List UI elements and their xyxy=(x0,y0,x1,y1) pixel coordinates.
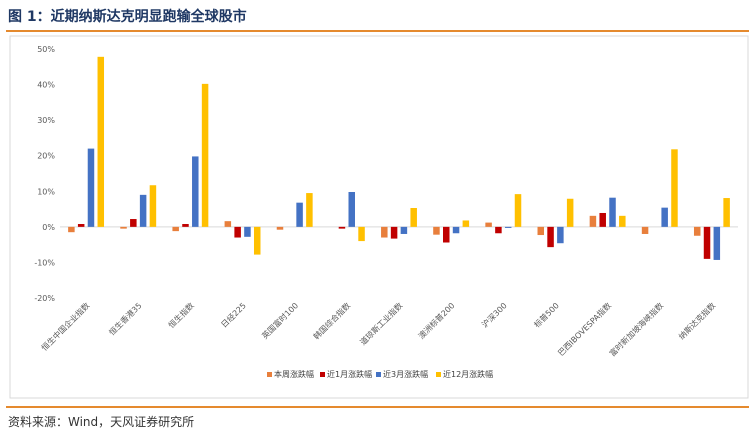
legend-swatch xyxy=(376,372,381,377)
category-label: 富时新加坡海峡指数 xyxy=(607,300,665,358)
bar xyxy=(641,226,649,234)
title-divider xyxy=(6,30,749,32)
footer-divider xyxy=(6,406,749,408)
bar xyxy=(381,226,388,238)
bar xyxy=(244,226,251,237)
bar xyxy=(619,215,626,227)
bar xyxy=(537,226,545,236)
chart-border xyxy=(9,35,749,399)
category-label: 恒生指数 xyxy=(166,300,196,330)
legend-label: 近1月涨跌幅 xyxy=(327,369,372,379)
bar xyxy=(485,222,492,227)
bar xyxy=(130,219,137,227)
y-tick-label: 40% xyxy=(37,81,55,90)
bar xyxy=(120,226,127,229)
bar xyxy=(182,224,189,227)
bar xyxy=(671,149,678,227)
bar xyxy=(87,148,95,227)
bar xyxy=(234,226,241,238)
bar xyxy=(149,185,157,227)
bar xyxy=(703,226,711,259)
y-tick-label: 10% xyxy=(37,187,55,196)
bar xyxy=(192,156,199,227)
bar xyxy=(276,226,284,230)
y-tick-label: -20% xyxy=(34,294,55,303)
bar xyxy=(77,224,85,227)
y-tick-label: 20% xyxy=(37,152,55,161)
bar xyxy=(589,215,597,227)
category-label: 韩国综合指数 xyxy=(311,300,352,341)
bar xyxy=(557,226,564,244)
y-tick-label: 0% xyxy=(42,223,55,232)
bar xyxy=(504,226,512,228)
y-tick-label: -10% xyxy=(34,258,55,267)
bar xyxy=(253,226,261,255)
legend-label: 本周涨跌幅 xyxy=(274,369,314,379)
bar xyxy=(723,198,730,227)
bar xyxy=(358,226,365,242)
bar xyxy=(661,207,668,227)
bar xyxy=(713,226,721,260)
category-label: 英国富时100 xyxy=(260,300,301,341)
bar xyxy=(609,197,616,227)
bar xyxy=(338,226,346,229)
category-label: 沪深300 xyxy=(480,300,509,329)
bar xyxy=(599,212,606,227)
bar xyxy=(547,226,554,248)
category-label: 巴西IBOVESPA指数 xyxy=(556,300,613,357)
legend-label: 近12月涨跌幅 xyxy=(443,369,493,379)
category-label: 道琼斯工业指数 xyxy=(358,300,405,347)
bar xyxy=(410,208,417,227)
bar xyxy=(139,194,147,227)
category-label: 标普500 xyxy=(532,300,561,329)
bar xyxy=(400,226,408,234)
category-label: 澳洲标普200 xyxy=(416,300,457,341)
y-tick-label: 30% xyxy=(37,116,55,125)
category-label: 恒生中国企业指数 xyxy=(39,300,91,352)
bar xyxy=(68,226,75,233)
bar xyxy=(390,226,398,239)
bar xyxy=(348,191,355,227)
bar xyxy=(97,56,105,227)
category-label: 纳斯达克指数 xyxy=(676,300,717,341)
bar xyxy=(172,226,179,232)
bar xyxy=(443,226,450,243)
bar xyxy=(693,226,701,236)
y-tick-label: 50% xyxy=(37,45,55,54)
bar xyxy=(462,220,470,227)
category-label: 恒生香港35 xyxy=(107,300,144,337)
bar-chart: -20% -10% 0% 10% 20% 30% 40% 50% 恒生中国企业指数 恒生香港35… xyxy=(9,35,749,399)
bar xyxy=(201,83,209,227)
figure-title: 图 1：近期纳斯达克明显跑输全球股市 xyxy=(8,9,247,25)
bar xyxy=(566,198,574,227)
bar xyxy=(514,194,522,227)
source-note: 资料来源：Wind，天风证券研究所 xyxy=(8,415,195,429)
legend-swatch xyxy=(267,372,272,377)
legend-swatch xyxy=(320,372,325,377)
bar xyxy=(224,221,232,227)
bar xyxy=(306,193,313,227)
category-label: 日经225 xyxy=(219,300,248,329)
legend-swatch xyxy=(436,372,441,377)
bar xyxy=(433,226,440,235)
bar xyxy=(452,226,460,234)
legend-label: 近3月涨跌幅 xyxy=(383,369,428,379)
bar xyxy=(495,226,502,234)
bar xyxy=(296,202,303,227)
